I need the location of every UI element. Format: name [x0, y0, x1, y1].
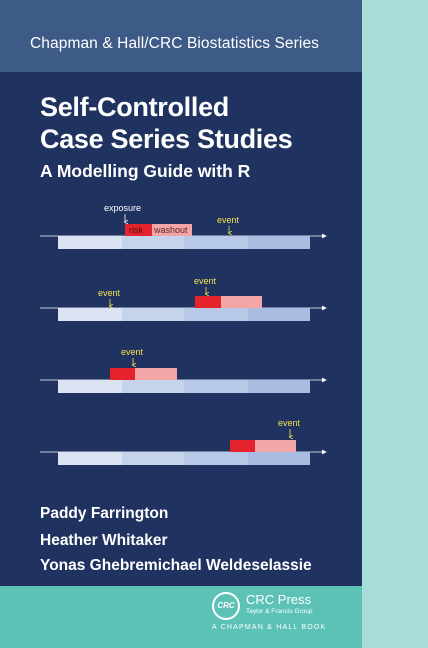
risk-period: [110, 368, 135, 380]
washout-period: [135, 368, 177, 380]
risk-period: [230, 440, 255, 452]
risk-period: [195, 296, 221, 308]
crc-logo-icon: CRC: [212, 592, 240, 620]
footer-band: [0, 586, 362, 648]
main-panel: [0, 72, 362, 586]
series-name: Chapman & Hall/CRC Biostatistics Series: [30, 35, 320, 52]
event-label: event: [98, 288, 121, 298]
publisher-logo: CRC CRC Press Taylor & Francis Group A C…: [210, 590, 358, 642]
timeline-2: event event: [40, 276, 327, 321]
author-2: Heather Whitaker: [40, 532, 168, 549]
timeline-3: event: [40, 347, 327, 393]
publisher-name: CRC Press: [246, 592, 312, 607]
publisher-group: Taylor & Francis Group: [246, 608, 313, 615]
washout-period: [255, 440, 296, 452]
title-line-2: Case Series Studies: [40, 124, 293, 154]
risk-label: risk: [129, 225, 143, 235]
subtitle: A Modelling Guide with R: [40, 161, 251, 181]
right-color-band: [362, 0, 428, 648]
event-label: event: [278, 418, 301, 428]
publisher-imprint: A CHAPMAN & HALL BOOK: [212, 624, 327, 631]
timeline-diagram: risk washout exposure event event event: [40, 203, 327, 465]
washout-period: [221, 296, 262, 308]
author-3: Yonas Ghebremichael Weldeselassie: [40, 557, 312, 574]
event-label: event: [217, 215, 240, 225]
author-1: Paddy Farrington: [40, 505, 169, 522]
event-label: event: [121, 347, 144, 357]
series-banner: Chapman & Hall/CRC Biostatistics Series: [0, 0, 362, 72]
event-label: event: [194, 276, 217, 286]
timeline-4: event: [40, 418, 327, 465]
risk-period: [125, 224, 152, 236]
timeline-1: risk washout exposure event: [40, 203, 327, 249]
title-line-1: Self-Controlled: [40, 92, 229, 122]
washout-period: [152, 224, 192, 236]
exposure-label: exposure: [104, 203, 141, 213]
washout-label: washout: [153, 225, 188, 235]
